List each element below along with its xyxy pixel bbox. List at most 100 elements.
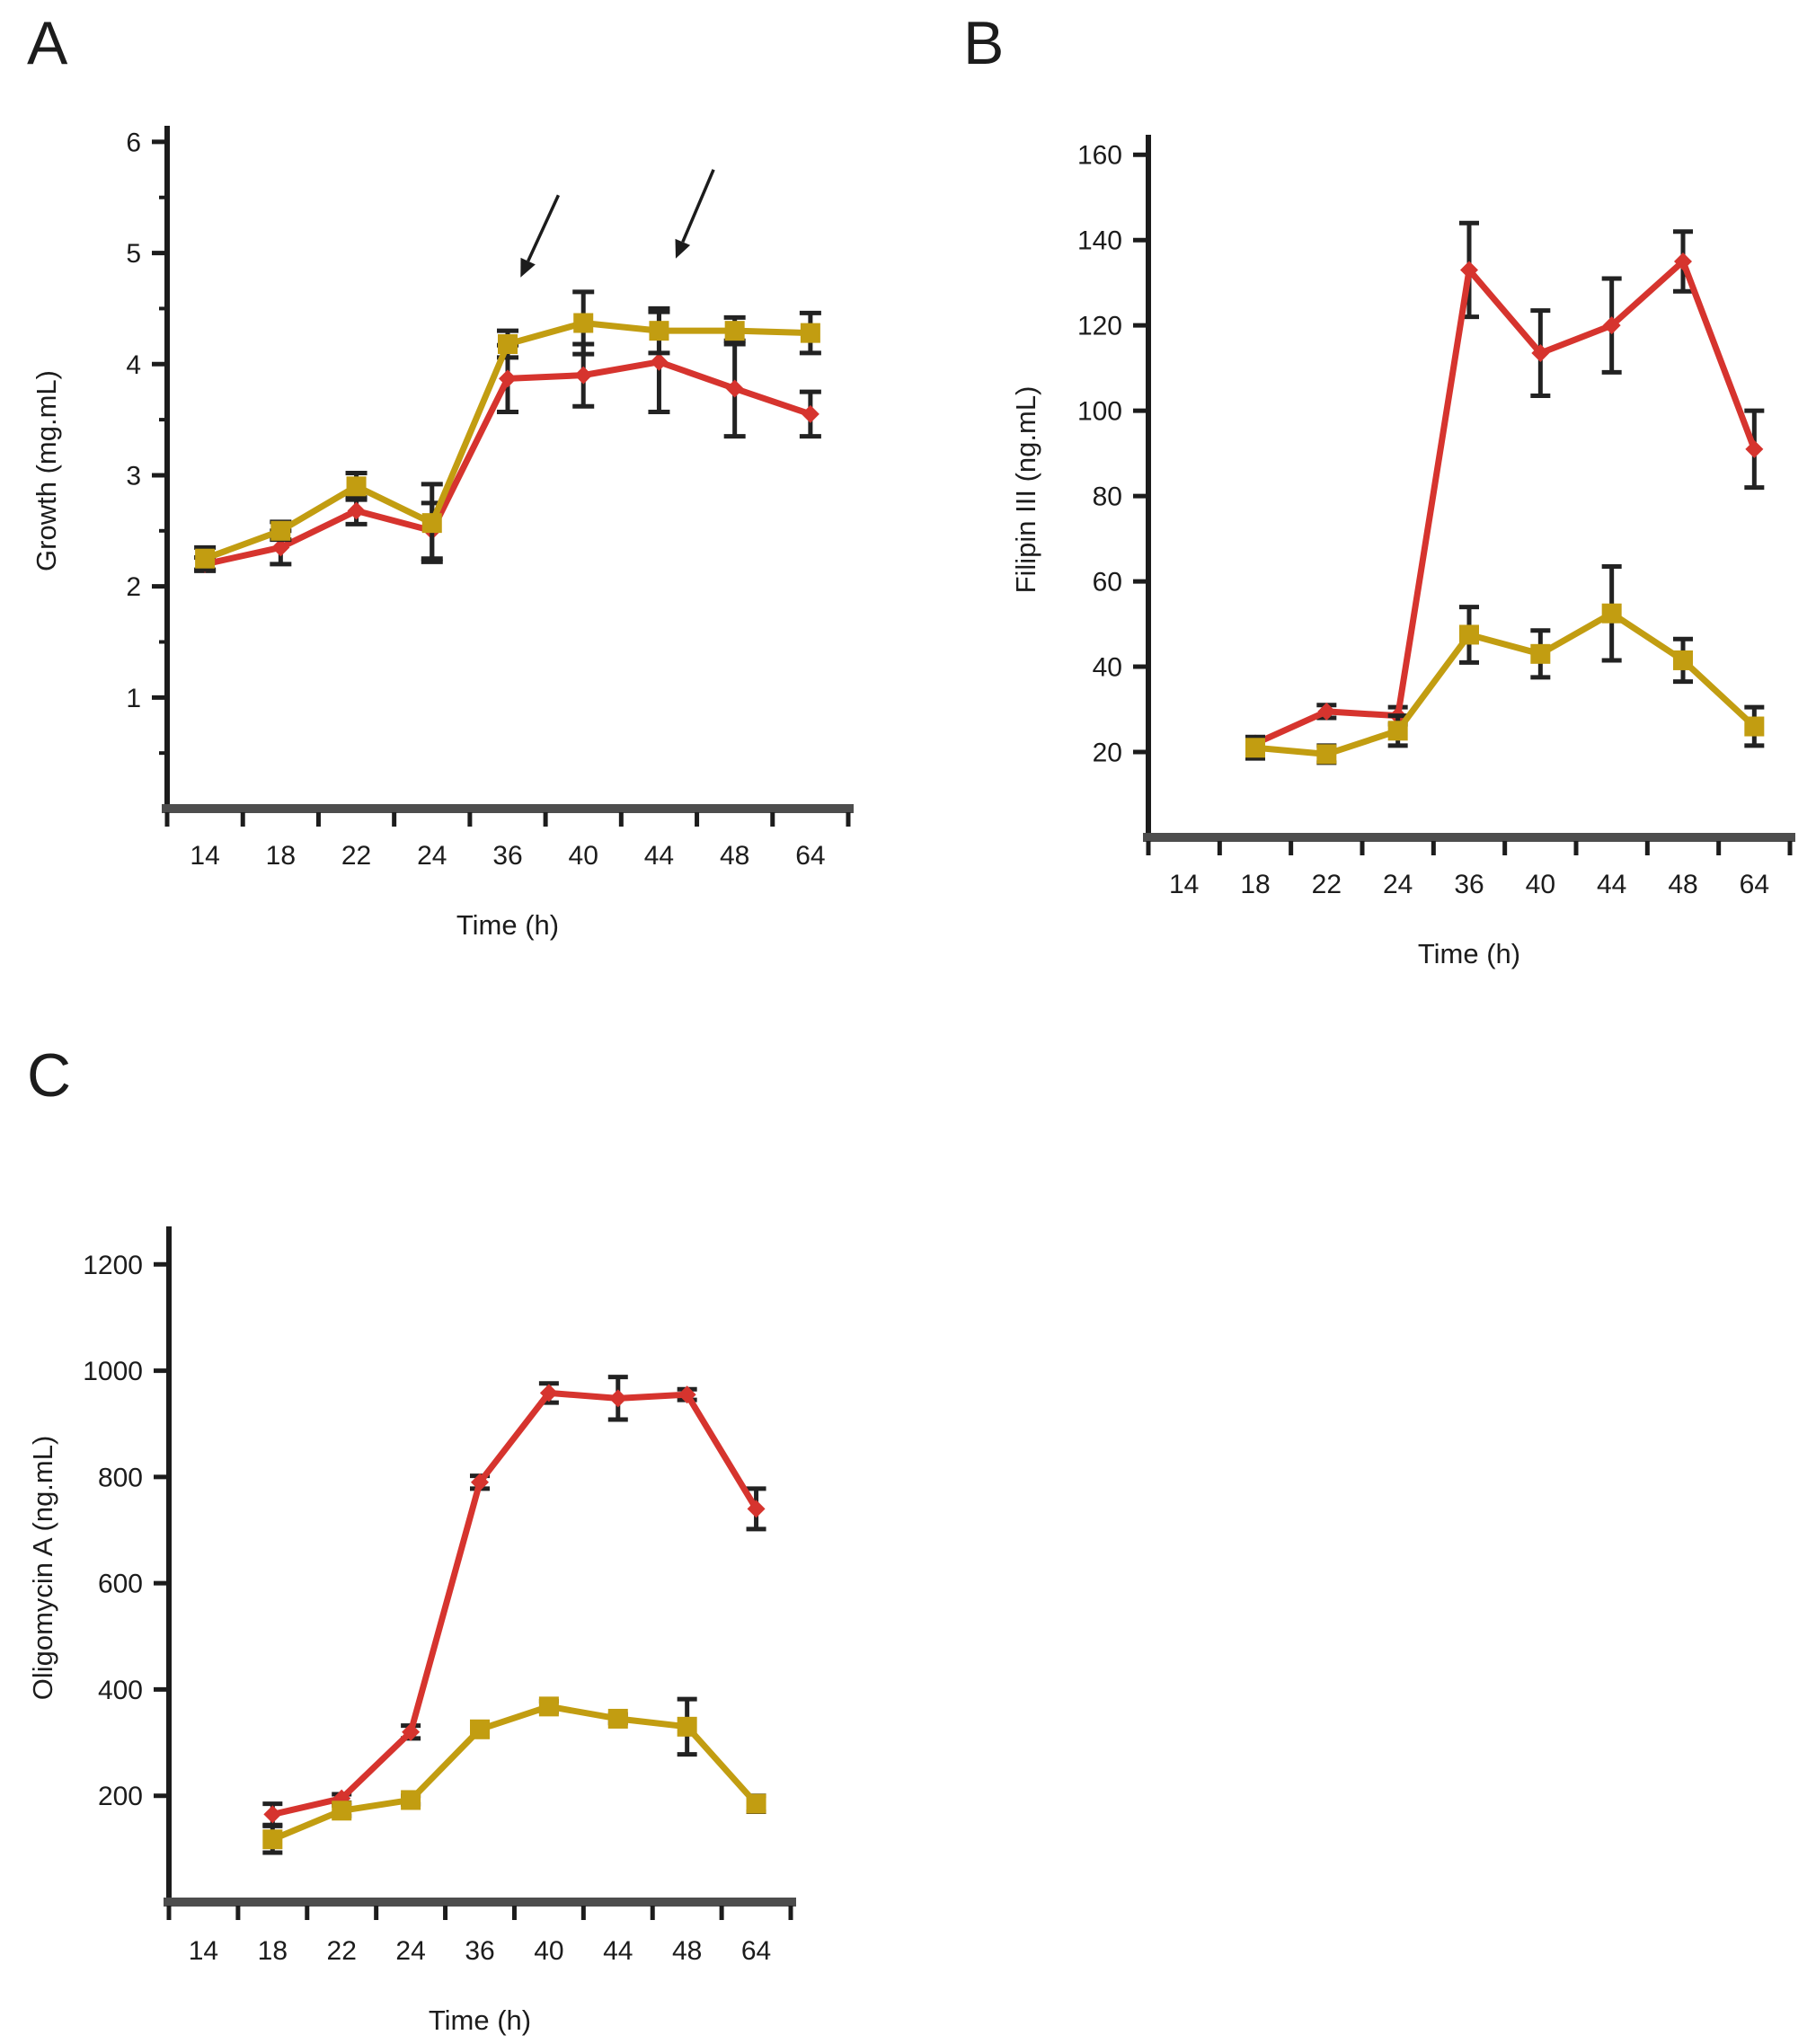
annotation-arrow-shaft — [681, 169, 715, 243]
x-tick-label: 64 — [741, 1936, 771, 1966]
data-point-marker — [800, 323, 820, 343]
data-point-marker — [746, 1793, 766, 1814]
y-tick-label: 200 — [98, 1782, 143, 1811]
x-tick-label: 14 — [189, 1936, 218, 1966]
data-point-marker — [649, 321, 669, 341]
y-tick-label: 40 — [1093, 653, 1122, 683]
data-point-marker — [346, 476, 367, 497]
data-point-marker — [539, 1384, 558, 1402]
x-axis-title: Time (h) — [456, 909, 559, 941]
data-point-marker — [263, 1805, 282, 1824]
x-tick-label: 14 — [190, 841, 219, 871]
series-gold_squares — [194, 289, 821, 572]
data-point-marker — [271, 538, 290, 557]
panel-b: B 20 40 60 80 100 120 140 160 14 18 22 24 36 40 44 48 64… — [908, 0, 1816, 1020]
x-tick-label: 44 — [644, 841, 674, 871]
y-axis-title: Oligomycin A (ng.mL) — [27, 1436, 58, 1701]
x-tick-label: 24 — [417, 841, 447, 871]
y-tick-label: 2 — [126, 572, 141, 602]
data-point-marker — [538, 1696, 559, 1717]
y-tick-label: 1200 — [83, 1251, 143, 1280]
filipin-chart: 20 40 60 80 100 120 140 160 14 18 22 24 36 40 44 48 64 Ti… — [1010, 135, 1795, 969]
data-point-marker — [1459, 624, 1479, 645]
x-tick-label: 36 — [465, 1936, 494, 1966]
series-gold_squares — [1245, 563, 1765, 765]
y-tick-label: 4 — [126, 350, 141, 380]
x-tick-label: 48 — [1668, 870, 1697, 899]
panel-c: C 200 400 600 800 1000 1200 14 18 22 24 36 40 44 48 64… — [0, 1020, 908, 2044]
data-point-marker — [801, 404, 819, 423]
data-point-marker — [678, 1385, 696, 1404]
data-point-marker — [1317, 702, 1336, 721]
data-point-marker — [1531, 344, 1550, 363]
x-tick-label: 44 — [603, 1936, 633, 1966]
data-point-marker — [725, 379, 744, 398]
y-tick-label: 3 — [126, 461, 141, 491]
x-tick-label: 24 — [395, 1936, 425, 1966]
data-point-marker — [1316, 744, 1337, 765]
y-tick-label: 60 — [1093, 568, 1122, 597]
data-point-marker — [1745, 439, 1764, 458]
y-tick-label: 160 — [1077, 141, 1122, 171]
y-tick-label: 600 — [98, 1570, 143, 1599]
y-tick-label: 400 — [98, 1676, 143, 1705]
x-axis-title: Time (h) — [429, 2004, 531, 2036]
panel-a-label: A — [27, 9, 68, 77]
data-point-marker — [724, 321, 745, 341]
x-tick-label: 64 — [1740, 870, 1769, 899]
y-axis-title: Growth (mg.mL) — [31, 370, 62, 571]
x-tick-label: 18 — [266, 841, 296, 871]
data-point-marker — [608, 1389, 627, 1408]
data-point-marker — [1245, 738, 1265, 758]
data-point-marker — [470, 1719, 490, 1739]
y-tick-label: 1000 — [83, 1357, 143, 1386]
data-point-marker — [1601, 603, 1622, 624]
data-point-marker — [747, 1500, 766, 1518]
series-gold_squares — [262, 1696, 766, 1855]
x-tick-label: 18 — [1240, 870, 1270, 899]
data-point-marker — [347, 501, 366, 520]
x-tick-label: 40 — [534, 1936, 563, 1966]
y-tick-label: 140 — [1077, 226, 1122, 256]
series-red_diamonds — [262, 1375, 766, 1827]
x-tick-label: 40 — [1526, 870, 1555, 899]
y-tick-label: 80 — [1093, 482, 1122, 512]
x-tick-label: 44 — [1597, 870, 1626, 899]
data-point-marker — [270, 520, 291, 541]
series-line-gold_squares — [270, 1703, 759, 1843]
data-point-marker — [262, 1829, 283, 1850]
data-point-marker — [607, 1708, 628, 1729]
data-point-marker — [471, 1473, 489, 1491]
data-point-marker — [650, 352, 669, 371]
data-point-marker — [499, 369, 517, 388]
x-tick-label: 22 — [327, 1936, 357, 1966]
y-tick-label: 100 — [1077, 397, 1122, 427]
data-point-marker — [1673, 650, 1693, 670]
series-line-gold_squares — [1254, 610, 1757, 757]
x-tick-label: 36 — [1454, 870, 1484, 899]
data-point-marker — [1387, 721, 1408, 741]
y-tick-label: 120 — [1077, 312, 1122, 341]
data-point-marker — [401, 1790, 421, 1810]
x-axis-title: Time (h) — [1418, 938, 1520, 969]
x-tick-label: 22 — [341, 841, 371, 871]
panel-c-label: C — [27, 1041, 72, 1110]
y-tick-label: 1 — [126, 684, 141, 713]
data-point-marker — [574, 366, 593, 385]
annotation-arrow-shaft — [527, 194, 561, 262]
x-tick-label: 48 — [720, 841, 749, 871]
data-point-marker — [1460, 261, 1478, 279]
x-tick-label: 36 — [492, 841, 522, 871]
data-point-marker — [1744, 716, 1765, 737]
panel-a: A 1 2 3 4 5 6 14 18 22 24 36 40 44 48 64 Time (h) Growth… — [0, 0, 908, 1020]
data-point-marker — [421, 513, 442, 534]
x-tick-label: 64 — [795, 841, 825, 871]
data-point-marker — [1602, 316, 1621, 335]
oligomycin-chart: 200 400 600 800 1000 1200 14 18 22 24 36 40 44 48 64 Ti… — [27, 1226, 796, 2036]
data-point-marker — [498, 334, 518, 354]
y-tick-label: 6 — [126, 128, 141, 157]
x-tick-label: 24 — [1383, 870, 1413, 899]
y-tick-label: 20 — [1093, 739, 1122, 768]
series-line-red_diamonds — [271, 1389, 759, 1818]
